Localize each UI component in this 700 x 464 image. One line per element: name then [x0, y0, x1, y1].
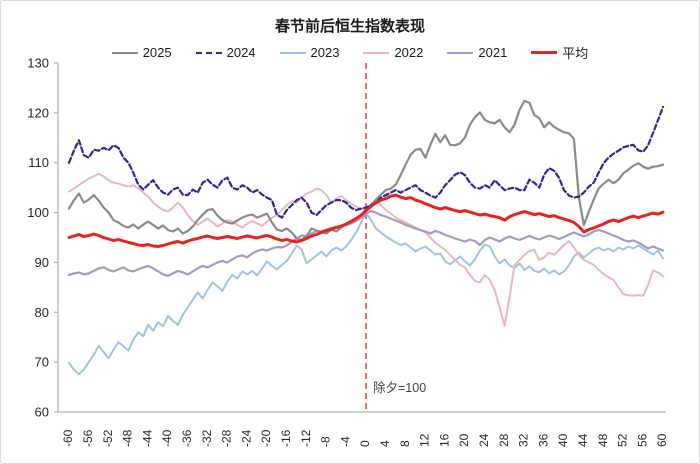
x-tick-label: -52 [101, 429, 115, 447]
x-tick-label: 52 [616, 433, 630, 447]
x-tick-label: -48 [121, 429, 135, 447]
x-tick-label: -28 [220, 429, 234, 447]
x-tick-label: 8 [398, 440, 412, 447]
reference-annotation: 除夕=100 [373, 380, 426, 395]
legend-swatch-平均 [531, 51, 558, 54]
x-tick-label: -56 [81, 429, 95, 447]
x-tick-label: -12 [299, 429, 313, 447]
legend-item-平均: 平均 [531, 43, 588, 62]
legend-label-平均: 平均 [562, 46, 589, 61]
x-tick-label: 44 [576, 433, 590, 447]
x-tick-label: -24 [239, 429, 253, 447]
x-tick-label: -36 [180, 429, 194, 447]
legend-swatch-2024 [195, 51, 222, 54]
x-tick-label: 16 [437, 433, 451, 447]
y-tick-label: 100 [27, 205, 49, 220]
legend-swatch-2022 [363, 51, 390, 54]
x-tick-label: 60 [655, 433, 669, 447]
legend-item-2022: 2022 [363, 45, 423, 60]
x-tick-label: -8 [319, 436, 333, 447]
series-line-平均 [67, 193, 665, 248]
y-tick-label: 130 [27, 56, 49, 71]
legend-item-2023: 2023 [279, 45, 340, 60]
x-tick-label: 24 [477, 433, 491, 447]
legend-label-2021: 2021 [478, 45, 508, 60]
x-tick-label: -32 [200, 429, 214, 447]
x-tick-label: -4 [338, 436, 352, 447]
x-tick-label: -60 [61, 429, 75, 447]
legend-item-2025: 2025 [111, 45, 172, 60]
x-tick-label: 12 [418, 433, 432, 447]
legend-item-2021: 2021 [447, 45, 507, 60]
chart-title: 春节前后恒生指数表现 [274, 18, 425, 35]
y-tick-label: 60 [35, 405, 49, 420]
x-tick-label: -16 [279, 429, 293, 447]
x-tick-label: -44 [140, 429, 154, 447]
series-line-2021 [67, 210, 665, 277]
series-line-2025 [67, 99, 665, 242]
legend-swatch-2021 [447, 51, 474, 54]
x-tick-label: 32 [517, 433, 531, 447]
chart-legend: 2025 2024 2023 2022 2021 平均 [1, 43, 699, 62]
legend-swatch-2023 [279, 51, 306, 54]
x-tick-label: 56 [635, 433, 649, 447]
x-tick-label: -40 [160, 429, 174, 447]
y-tick-label: 70 [35, 355, 49, 370]
y-tick-label: 80 [35, 305, 49, 320]
legend-label-2025: 2025 [142, 45, 172, 60]
legend-label-2023: 2023 [310, 45, 340, 60]
y-tick-label: 120 [27, 105, 49, 120]
x-tick-label: 48 [596, 433, 610, 447]
x-tick-label: -20 [259, 429, 273, 447]
y-tick-label: 90 [35, 255, 49, 270]
legend-swatch-2025 [111, 51, 138, 54]
x-tick-label: 28 [497, 433, 511, 447]
series-line-2024 [67, 105, 665, 219]
legend-label-2024: 2024 [226, 45, 256, 60]
legend-item-2024: 2024 [195, 45, 256, 60]
legend-label-2022: 2022 [394, 45, 424, 60]
x-tick-label: 4 [378, 440, 392, 447]
y-tick-label: 110 [28, 155, 49, 170]
x-tick-label: 40 [556, 433, 570, 447]
x-tick-label: 0 [358, 440, 372, 447]
x-tick-label: 20 [457, 433, 471, 447]
x-tick-label: 36 [536, 433, 550, 447]
